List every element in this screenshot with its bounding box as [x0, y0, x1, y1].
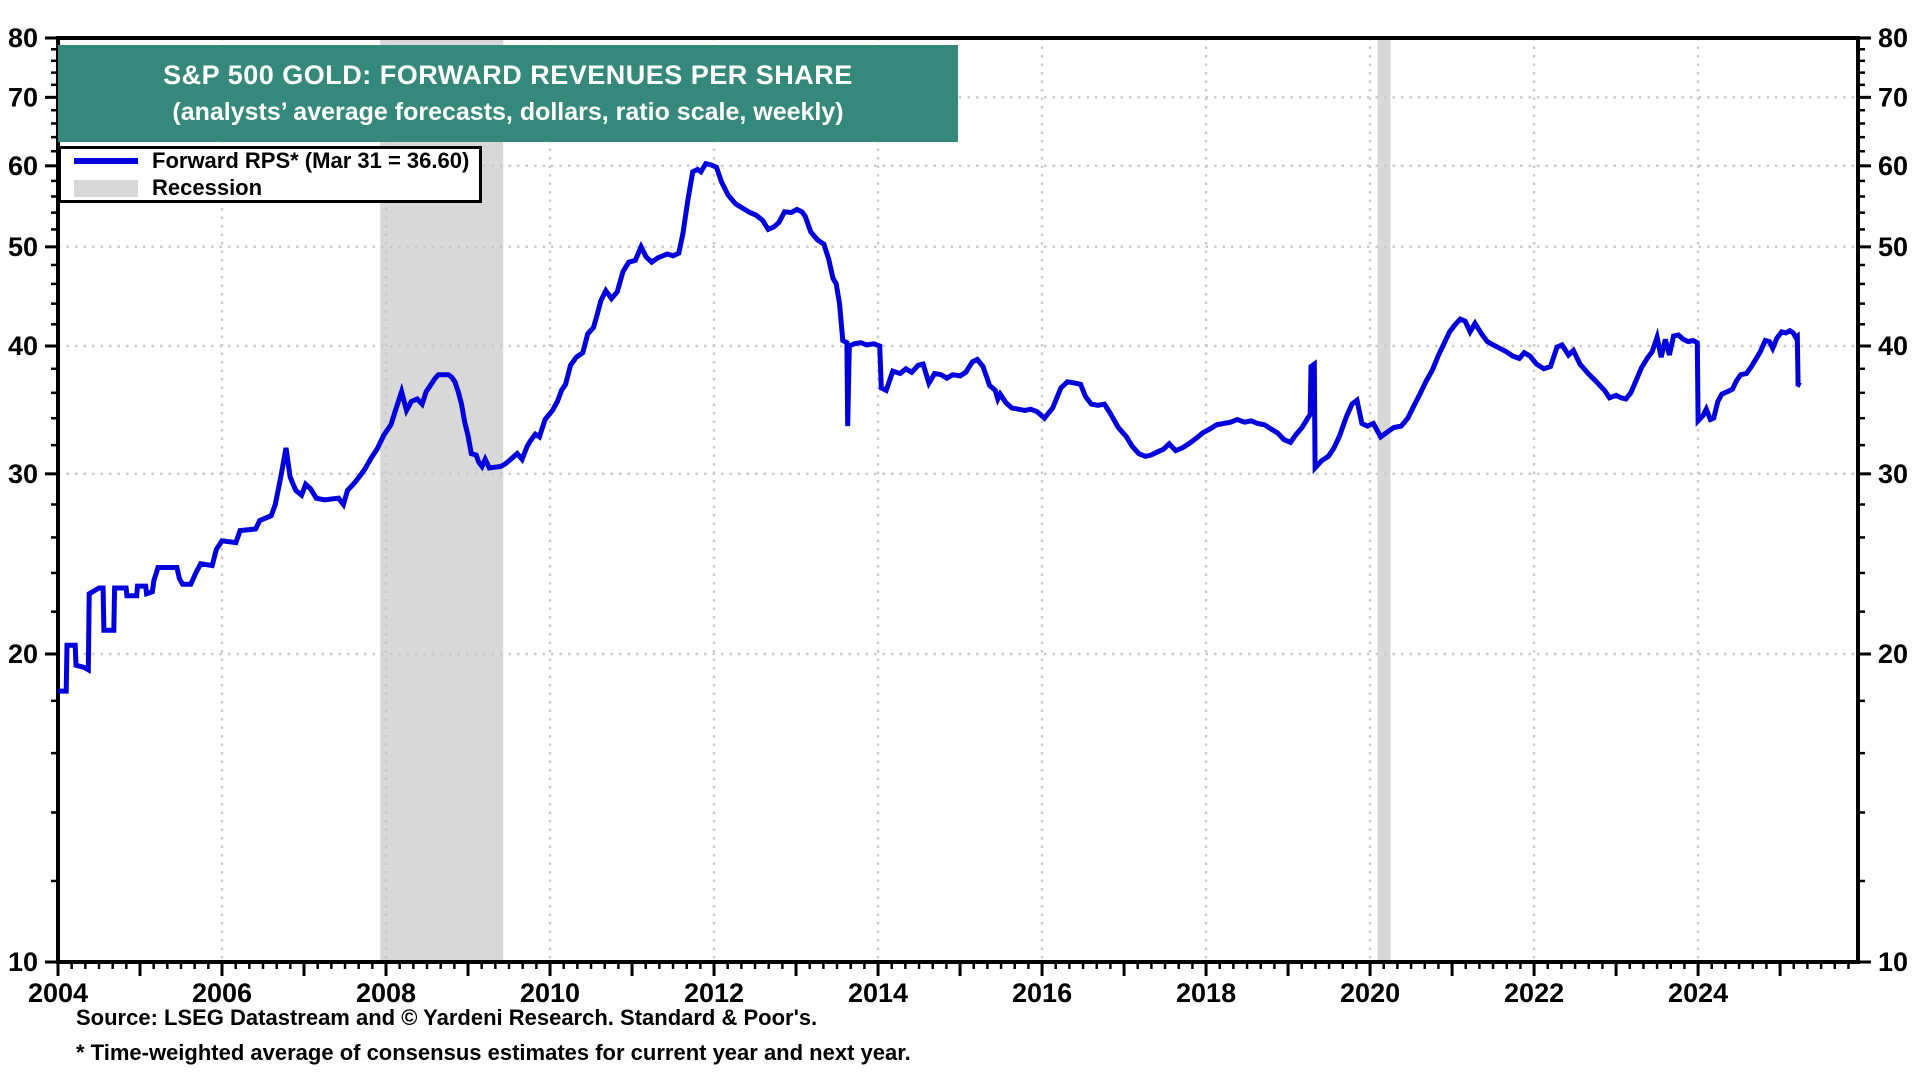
chart-title-box: S&P 500 GOLD: FORWARD REVENUES PER SHARE…	[58, 45, 958, 142]
y-axis-label-right: 70	[1878, 82, 1908, 112]
footnote-text: * Time-weighted average of consensus est…	[76, 1040, 911, 1065]
chart-title: S&P 500 GOLD: FORWARD REVENUES PER SHARE	[163, 60, 853, 90]
legend-recession-label: Recession	[152, 175, 263, 200]
x-axis-label: 2004	[28, 978, 88, 1008]
legend-box: Forward RPS* (Mar 31 = 36.60) Recession	[58, 146, 482, 203]
y-axis-label-right: 20	[1878, 639, 1908, 669]
y-axis-label-left: 40	[8, 331, 38, 361]
legend-item-forward-rps: Forward RPS* (Mar 31 = 36.60)	[74, 148, 479, 173]
legend-line-swatch	[74, 158, 138, 164]
y-axis-label-left: 30	[8, 459, 38, 489]
x-axis-label: 2020	[1340, 978, 1400, 1008]
x-axis-label: 2024	[1668, 978, 1728, 1008]
x-axis-label: 2014	[848, 978, 908, 1008]
x-axis-label: 2010	[520, 978, 580, 1008]
y-axis-label-right: 30	[1878, 459, 1908, 489]
y-axis-label-left: 10	[8, 947, 38, 977]
x-axis-label: 2016	[1012, 978, 1072, 1008]
y-axis-label-right: 60	[1878, 151, 1908, 181]
x-axis-label: 2012	[684, 978, 744, 1008]
y-axis-label-left: 80	[8, 23, 38, 53]
recession-band	[1377, 38, 1391, 962]
source-text: Source: LSEG Datastream and © Yardeni Re…	[76, 1005, 818, 1030]
plot-border	[56, 36, 1860, 964]
x-axis-label: 2008	[356, 978, 416, 1008]
chart-subtitle: (analysts’ average forecasts, dollars, r…	[172, 98, 844, 126]
legend-series-label: Forward RPS* (Mar 31 = 36.60)	[152, 148, 470, 173]
y-axis-label-right: 50	[1878, 232, 1908, 262]
y-axis-label-left: 70	[8, 82, 38, 112]
y-axis-label-right: 10	[1878, 947, 1908, 977]
legend-recession-swatch	[74, 179, 138, 197]
y-axis-label-right: 80	[1878, 23, 1908, 53]
y-axis-label-left: 50	[8, 232, 38, 262]
legend-item-recession: Recession	[74, 175, 479, 200]
x-axis-label: 2006	[192, 978, 252, 1008]
y-axis-label-right: 40	[1878, 331, 1908, 361]
forward-rps-line	[58, 160, 1802, 694]
x-axis-label: 2022	[1504, 978, 1564, 1008]
x-axis-label: 2018	[1176, 978, 1236, 1008]
y-axis-label-left: 20	[8, 639, 38, 669]
y-axis-label-left: 60	[8, 151, 38, 181]
